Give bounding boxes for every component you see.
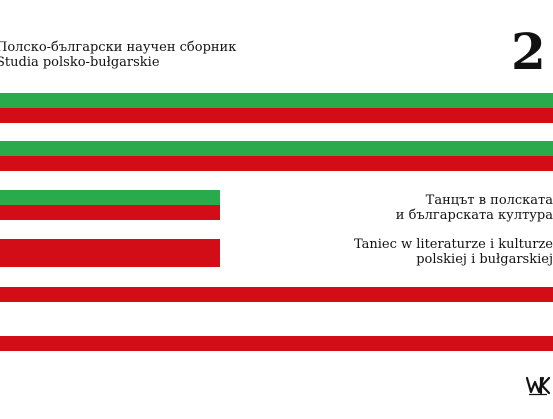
series-title-bg: Полско-български научен сборник	[0, 40, 237, 55]
book-title-pl: Taniec w literaturze i kulturze polskiej…	[354, 237, 553, 267]
book-title-pl-line1: Taniec w literaturze i kulturze	[353, 237, 553, 252]
red-stripe-5	[0, 252, 220, 267]
red-stripe-6	[0, 287, 553, 302]
publisher-logo-icon	[526, 376, 550, 396]
series-title-pl: Studia polsko-bułgarskie	[0, 55, 160, 70]
series-title: Полско-български научен сборник Studia p…	[0, 40, 236, 70]
red-stripe-2	[0, 156, 553, 171]
red-stripe-3	[0, 205, 220, 220]
book-title-bg-line1: Танцът в полската	[425, 193, 553, 208]
book-title-pl-line2: polskiej i bułgarskiej	[416, 252, 553, 267]
red-stripe-4	[0, 239, 220, 254]
red-stripe-7	[0, 336, 553, 351]
volume-number: 2	[511, 22, 546, 81]
red-stripe-1	[0, 108, 553, 123]
book-title-bg-line2: и българската култура	[395, 208, 553, 223]
green-stripe-1	[0, 93, 553, 108]
green-stripe-3	[0, 190, 220, 205]
green-stripe-2	[0, 141, 553, 156]
book-title-bg: Танцът в полската и българската култура	[396, 193, 553, 223]
